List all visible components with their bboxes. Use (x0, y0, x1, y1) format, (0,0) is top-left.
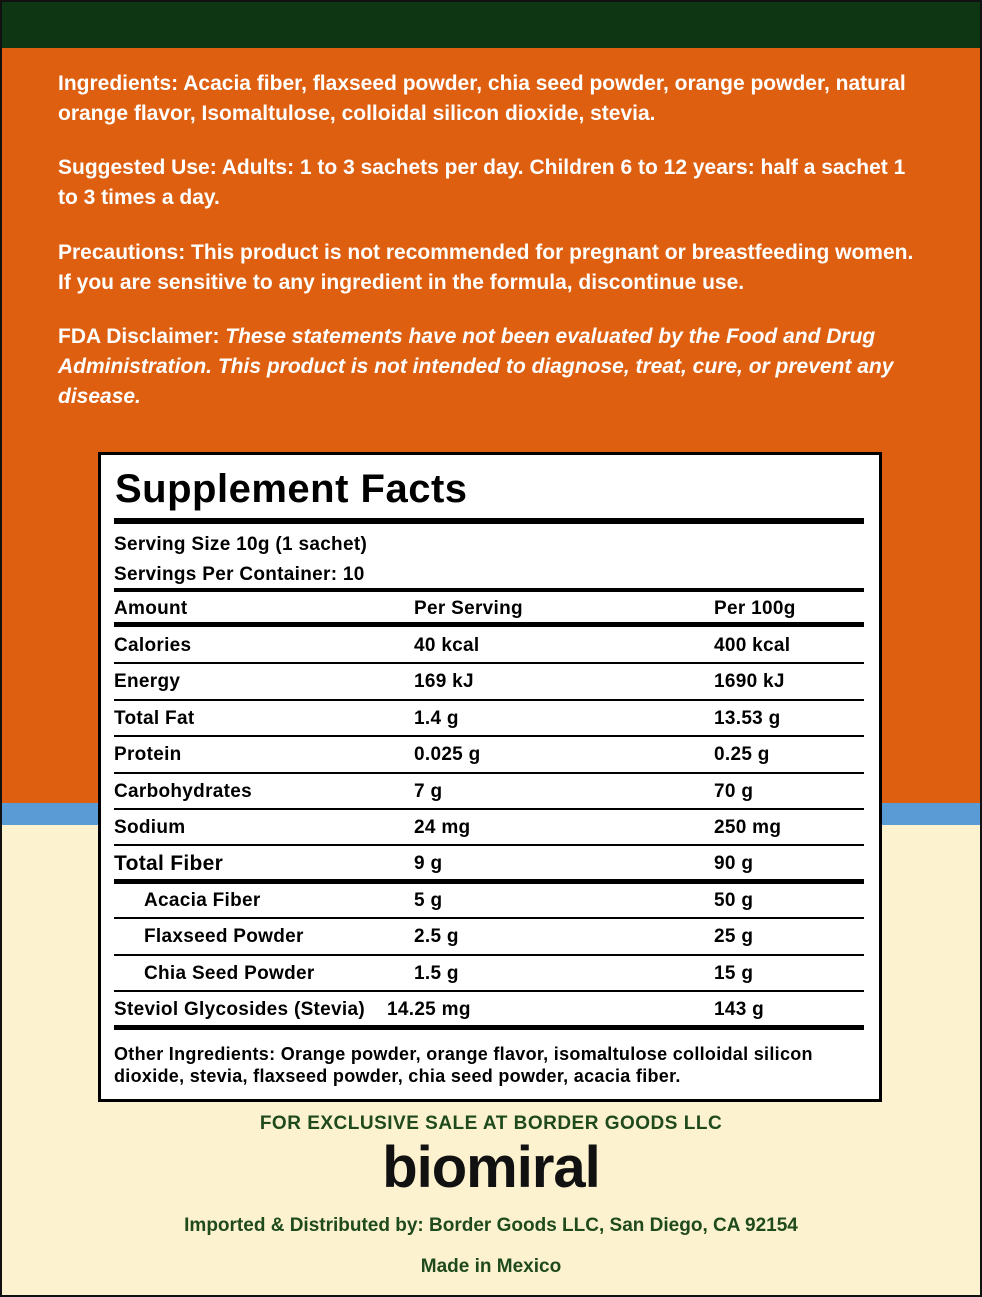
importer: Imported & Distributed by: Border Goods … (184, 1215, 798, 1236)
facts-cell: 9 g (414, 853, 443, 875)
text: Acacia fiber, flaxseed powder, chia seed… (58, 72, 906, 125)
rule (114, 953, 864, 956)
rule (114, 518, 864, 524)
facts-cell: Total Fiber (114, 852, 224, 876)
text: Adults: 1 to 3 sachets per day. Children… (58, 156, 906, 209)
rule (114, 771, 864, 774)
facts-cell: 13.53 g (714, 707, 781, 729)
facts-cell: 5 g (414, 889, 443, 911)
facts-cell: Sodium (114, 817, 186, 838)
facts-cell: 1690 kJ (714, 671, 785, 693)
facts-cell: 0.025 g (414, 744, 481, 766)
facts-cell: 1.5 g (414, 962, 459, 984)
exclusive-sale: FOR EXCLUSIVE SALE AT BORDER GOODS LLC (259, 1113, 723, 1134)
facts-cell: 24 mg (414, 817, 471, 838)
facts-cell: 250 mg (714, 817, 782, 838)
header-cell: Per Serving (414, 598, 523, 619)
origin: Made in Mexico (420, 1256, 562, 1277)
header-cell: Amount (114, 598, 188, 619)
facts-cell: 400 kcal (714, 635, 791, 656)
facts-cell: Total Fat (114, 707, 195, 729)
label: Precautions: (58, 241, 186, 264)
rule (114, 917, 864, 920)
facts-cell: 40 kcal (414, 635, 480, 656)
facts-cell: Flaxseed Powder (144, 926, 304, 948)
facts-cell: Carbohydrates (114, 780, 252, 802)
text: These statements have not been evaluated… (58, 325, 894, 408)
facts-cell: Calories (114, 635, 192, 656)
facts-title: Supplement Facts (115, 467, 468, 511)
rule (114, 735, 864, 738)
facts-cell: 169 kJ (414, 671, 474, 693)
precautions: Precautions: This product is not recomme… (58, 238, 928, 298)
facts-cell: Protein (114, 744, 182, 766)
header-cell: Per 100g (714, 598, 796, 619)
rule (114, 879, 864, 885)
facts-cell: Steviol Glycosides (Stevia) (114, 999, 365, 1020)
facts-cell: 50 g (714, 889, 754, 911)
rule (114, 844, 864, 847)
label: Ingredients: (58, 72, 179, 95)
facts-cell: 90 g (714, 853, 754, 875)
label: FDA Disclaimer: (58, 325, 220, 348)
facts-cell: 1.4 g (414, 707, 459, 729)
fda-disclaimer: FDA Disclaimer: These statements have no… (58, 322, 908, 412)
ingredients: Ingredients: Acacia fiber, flaxseed powd… (58, 69, 928, 129)
text: This product is not recommended for preg… (58, 241, 914, 294)
facts-cell: Acacia Fiber (144, 889, 261, 911)
facts-cell: 0.25 g (714, 744, 770, 766)
label: Suggested Use: (58, 156, 217, 179)
facts-cell: 143 g (714, 999, 765, 1020)
facts-cell: 14.25 mg (387, 999, 471, 1020)
facts-cell: 2.5 g (414, 926, 459, 948)
suggested-use: Suggested Use: Adults: 1 to 3 sachets pe… (58, 153, 928, 213)
rule (114, 622, 864, 627)
rule (114, 808, 864, 810)
top-band (0, 0, 982, 48)
serving-size: Serving Size 10g (1 sachet) (114, 534, 368, 555)
servings-per-container: Servings Per Container: 10 (114, 564, 365, 585)
rule (114, 990, 864, 992)
rule (114, 588, 864, 592)
other-ingredients: Other Ingredients: Orange powder, orange… (114, 1044, 813, 1086)
rule (114, 1024, 864, 1030)
facts-cell: Chia Seed Powder (144, 962, 315, 984)
brand: biomiral (382, 1135, 601, 1200)
facts-cell: 15 g (714, 962, 754, 984)
rule (114, 662, 864, 665)
rule (114, 698, 864, 701)
facts-cell: Energy (114, 671, 181, 693)
facts-cell: 25 g (714, 926, 754, 948)
facts-cell: 70 g (714, 780, 754, 802)
facts-cell: 7 g (414, 780, 443, 802)
supplement-facts: Supplement Facts Serving Size 10g (1 sac… (98, 452, 882, 1102)
